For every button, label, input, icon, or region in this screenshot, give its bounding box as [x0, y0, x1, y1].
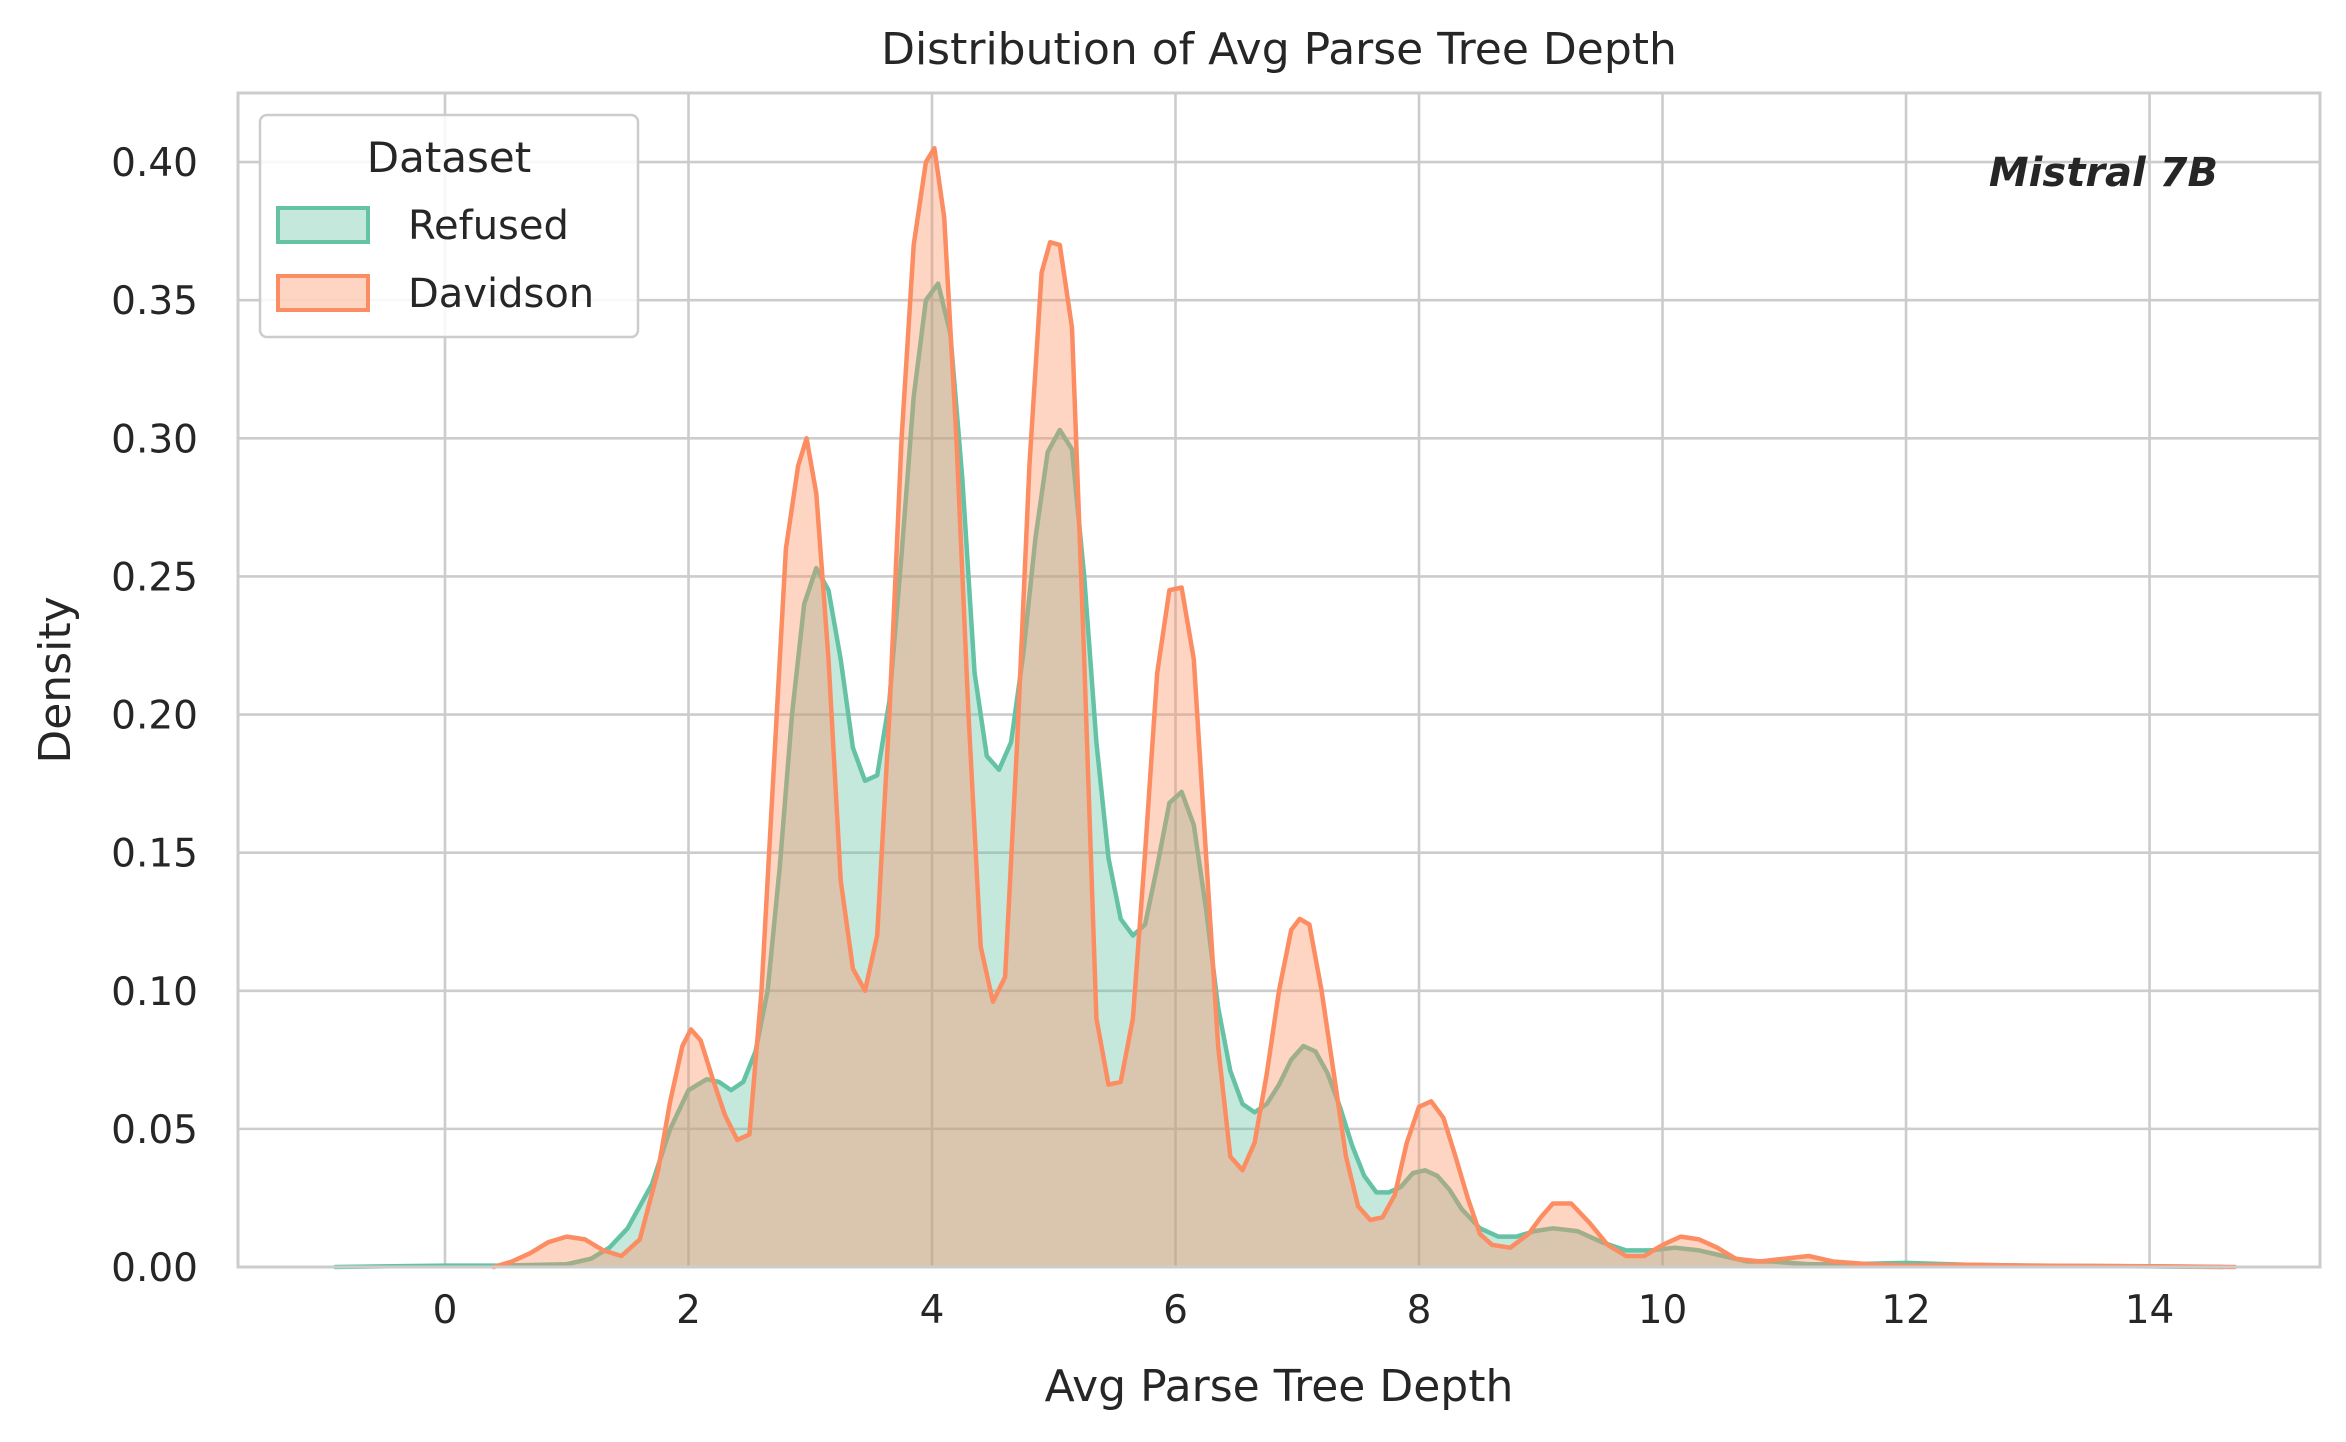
- legend-swatch-refused: [276, 206, 370, 244]
- legend-swatch-davidson: [276, 274, 370, 312]
- y-axis-label: Density: [30, 596, 81, 763]
- x-axis-label: Avg Parse Tree Depth: [1045, 1361, 1514, 1412]
- model-annotation: Mistral 7B: [1989, 150, 2218, 196]
- x-tick-label-1: 2: [676, 1288, 701, 1333]
- y-tick-label-8: 0.40: [111, 141, 198, 186]
- grid: [238, 93, 2320, 1269]
- x-tick-label-0: 0: [433, 1288, 458, 1333]
- y-tick-label-4: 0.20: [111, 694, 198, 739]
- plot-frame: [236, 91, 2322, 1269]
- legend-label-refused: Refused: [408, 203, 569, 249]
- x-tick-label-4: 8: [1407, 1288, 1432, 1333]
- line-davidson: [491, 145, 2238, 1270]
- x-tick-label-6: 12: [1881, 1288, 1931, 1333]
- y-tick-label-7: 0.35: [111, 279, 198, 324]
- tick-labels: 0 2 4 6 8 10 12 14 0.00 0.05 0.10 0.15 0.20 0.25 0.30 0…: [111, 141, 2174, 1333]
- legend-title: Dataset: [367, 133, 531, 182]
- legend: Dataset Refused Davidson: [258, 113, 640, 339]
- y-tick-label-2: 0.10: [111, 970, 198, 1015]
- legend-box: [258, 113, 640, 339]
- area-refused: [335, 283, 2223, 1268]
- x-tick-label-5: 10: [1638, 1288, 1688, 1333]
- y-tick-label-6: 0.30: [111, 417, 198, 462]
- y-tick-label-5: 0.25: [111, 555, 198, 600]
- legend-entries: Refused Davidson: [276, 203, 594, 317]
- chart-title: Distribution of Avg Parse Tree Depth: [881, 24, 1677, 75]
- series-areas: [333, 145, 2238, 1270]
- x-tick-label-3: 6: [1163, 1288, 1188, 1333]
- legend-label-davidson: Davidson: [408, 271, 594, 317]
- y-tick-label-0: 0.00: [111, 1246, 198, 1291]
- x-tick-label-2: 4: [920, 1288, 945, 1333]
- x-tick-label-7: 14: [2125, 1288, 2175, 1333]
- line-refused: [333, 281, 2225, 1270]
- area-davidson: [493, 148, 2235, 1268]
- y-tick-label-3: 0.15: [111, 832, 198, 877]
- y-tick-label-1: 0.05: [111, 1108, 198, 1153]
